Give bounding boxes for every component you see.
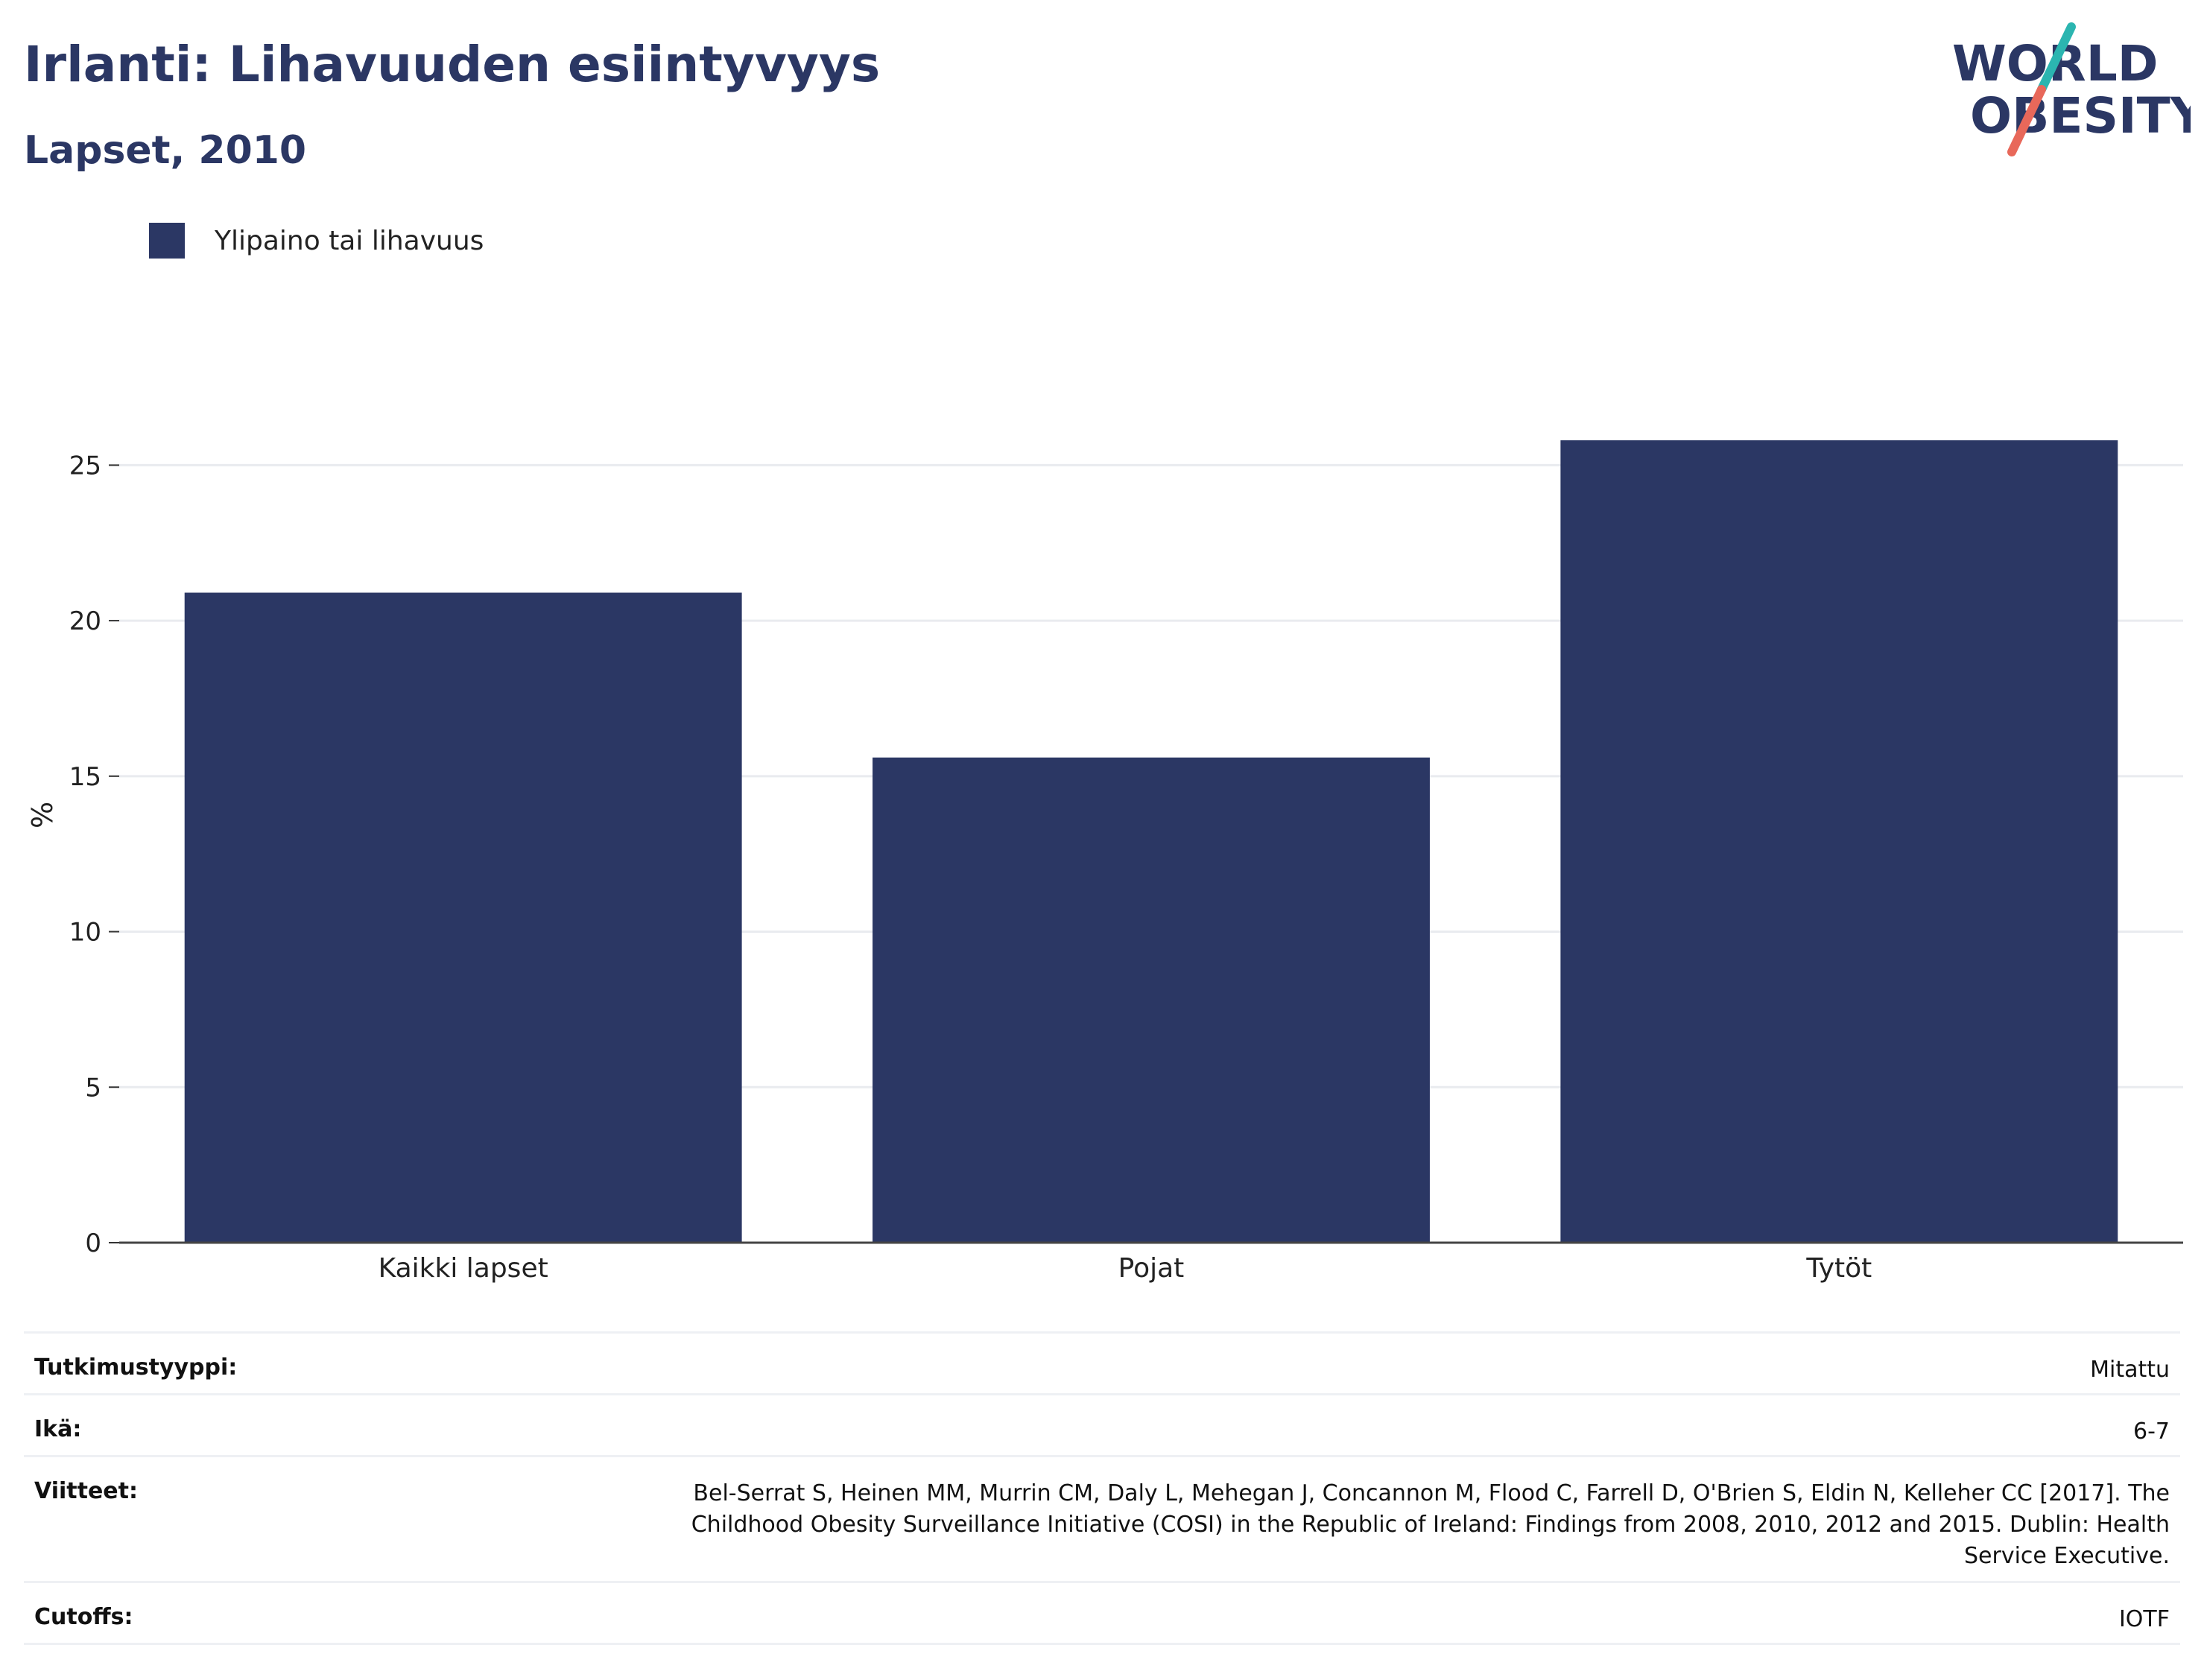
y-tick-label: 0 [85,1229,101,1258]
meta-key: Viitteet: [34,1478,138,1504]
meta-value: IOTF [2118,1606,2170,1632]
y-tick-label: 20 [69,606,101,636]
logo-line-obesity: OBESITY [1970,87,2191,145]
legend-swatch [149,223,185,259]
bar [184,592,742,1243]
meta-value: Mitattu [2090,1357,2170,1383]
y-tick-label: 15 [69,762,101,792]
meta-row-study-type: Tutkimustyyppi: Mitattu [24,1331,2180,1393]
meta-row-cutoffs: Cutoffs: IOTF [24,1581,2180,1645]
bar-chart: 0 5 10 15 20 25 Kaikki lapset Pojat Tytöt% [26,440,2183,1284]
x-tick-label: Kaikki lapset [379,1253,548,1284]
chart-legend[interactable]: Ylipaino tai lihavuus [149,222,484,259]
meta-key: Cutoffs: [34,1604,133,1630]
y-axis-title: % [26,802,59,828]
x-tick-label: Pojat [1118,1253,1185,1284]
meta-value: 6-7 [2133,1419,2170,1445]
x-tick-label: Tytöt [1805,1253,1872,1284]
bar [873,757,1430,1243]
meta-row-age: Ikä: 6-7 [24,1393,2180,1455]
y-tick-label: 5 [85,1073,101,1103]
chart-subtitle: Lapset, 2010 [24,128,307,173]
y-tick-label: 10 [69,918,101,948]
y-tick-label: 25 [69,451,101,481]
legend-label: Ylipaino tai lihavuus [215,225,484,256]
metadata-table: Tutkimustyyppi: Mitattu Ikä: 6-7 Viittee… [24,1331,2180,1645]
meta-key: Ikä: [34,1416,82,1442]
logo-slash-coral [2007,85,2046,156]
bar [1560,440,2118,1243]
logo-slash-teal [2037,22,2076,94]
meta-row-references: Viitteet: Bel-Serrat S, Heinen MM, Murri… [24,1455,2180,1581]
meta-value: Bel-Serrat S, Heinen MM, Murrin CM, Daly… [691,1480,2170,1569]
meta-key: Tutkimustyyppi: [34,1354,238,1381]
world-obesity-logo: WORLD OBESITY [1952,22,2191,156]
chart-title: Irlanti: Lihavuuden esiintyvyys [24,36,881,93]
